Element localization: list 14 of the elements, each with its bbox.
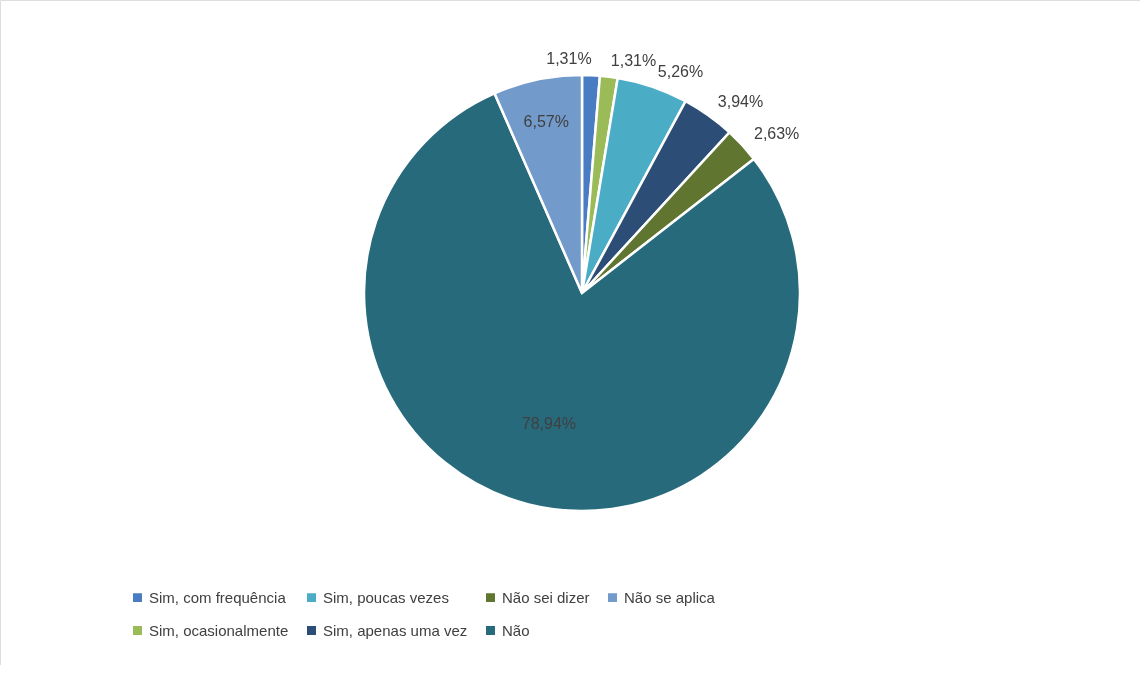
data-label: 1,31%: [546, 50, 592, 68]
legend-label: Sim, apenas uma vez: [323, 621, 468, 639]
legend-label: Não: [502, 621, 530, 639]
data-label: 5,26%: [657, 62, 704, 80]
legend-label: Não se aplica: [624, 588, 716, 606]
data-label: 78,94%: [521, 415, 576, 433]
data-label: 2,63%: [753, 125, 800, 143]
legend-label: Sim, com frequência: [149, 588, 287, 606]
legend-label: Sim, ocasionalmente: [149, 621, 289, 639]
data-label: 1,31%: [610, 51, 657, 69]
legend-label: Sim, poucas vezes: [323, 588, 449, 606]
data-label: 3,94%: [717, 93, 764, 111]
data-label: 6,57%: [523, 113, 569, 131]
legend-label: Não sei dizer: [502, 588, 590, 606]
